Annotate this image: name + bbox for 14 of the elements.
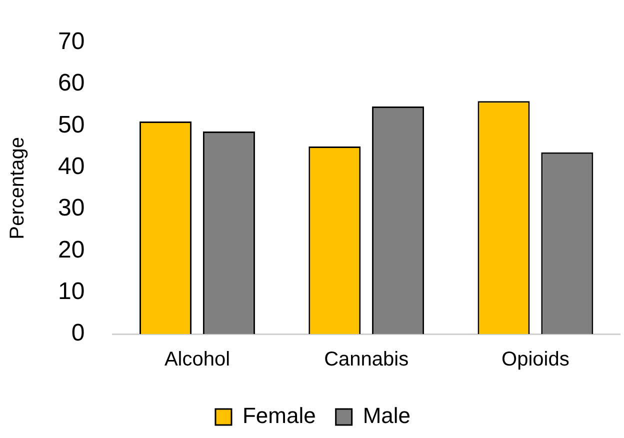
x-tick-label: Opioids <box>502 348 570 371</box>
y-tick-label: 30 <box>58 194 85 222</box>
x-tick-label: Alcohol <box>164 348 230 371</box>
y-axis-title: Percentage <box>6 137 29 240</box>
legend-label: Female <box>242 403 316 428</box>
y-tick-label: 10 <box>58 278 85 305</box>
y-tick-label: 60 <box>58 70 85 97</box>
y-tick-label: 70 <box>58 28 85 56</box>
y-tick-label: 0 <box>71 320 85 347</box>
y-tick-label: 50 <box>58 111 85 138</box>
legend-label: Male <box>362 403 411 428</box>
y-tick-label: 40 <box>58 152 85 180</box>
y-tick-label: 20 <box>58 236 85 264</box>
x-tick-label: Cannabis <box>324 348 409 371</box>
